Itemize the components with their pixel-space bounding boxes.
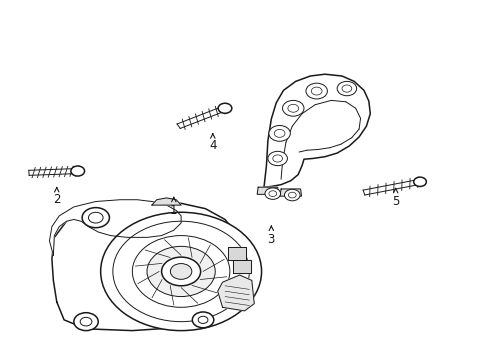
Text: 4: 4 — [209, 134, 216, 152]
Circle shape — [161, 257, 200, 286]
Circle shape — [268, 126, 290, 141]
Circle shape — [413, 177, 426, 186]
Circle shape — [192, 312, 213, 328]
Circle shape — [267, 151, 287, 166]
Polygon shape — [52, 202, 249, 330]
Polygon shape — [280, 189, 301, 196]
Polygon shape — [217, 275, 254, 311]
Circle shape — [71, 166, 84, 176]
Circle shape — [88, 212, 103, 223]
Polygon shape — [228, 247, 245, 260]
Text: 2: 2 — [53, 187, 61, 206]
Polygon shape — [49, 200, 181, 255]
Polygon shape — [152, 198, 181, 205]
Polygon shape — [264, 74, 369, 187]
Circle shape — [282, 100, 304, 116]
Circle shape — [82, 208, 109, 228]
Text: 5: 5 — [391, 188, 399, 208]
Circle shape — [284, 189, 300, 201]
Circle shape — [264, 188, 280, 199]
Circle shape — [336, 81, 356, 96]
Circle shape — [101, 212, 261, 330]
Circle shape — [218, 103, 231, 113]
Polygon shape — [233, 260, 250, 273]
Circle shape — [74, 313, 98, 330]
Circle shape — [147, 246, 215, 297]
Circle shape — [305, 83, 327, 99]
Text: 3: 3 — [267, 226, 274, 246]
Polygon shape — [257, 187, 278, 194]
Circle shape — [170, 264, 191, 279]
Text: 1: 1 — [170, 197, 177, 217]
